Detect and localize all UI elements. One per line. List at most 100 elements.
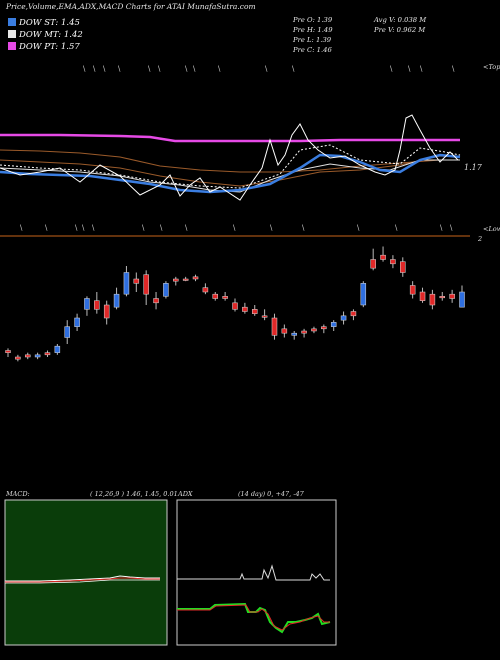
candle-body bbox=[5, 350, 11, 353]
svg-text:\: \ bbox=[270, 224, 273, 232]
macd-box bbox=[4, 499, 168, 646]
candle-body bbox=[390, 259, 396, 265]
candle bbox=[409, 281, 416, 299]
candle-body bbox=[153, 298, 159, 304]
svg-text:\: \ bbox=[218, 65, 221, 73]
candle bbox=[192, 274, 199, 282]
svg-text:\: \ bbox=[185, 65, 188, 73]
candle bbox=[173, 276, 179, 286]
lows-label: <Lows bbox=[483, 225, 500, 233]
candle-body bbox=[311, 328, 317, 332]
candle-body bbox=[439, 296, 446, 299]
svg-text:\: \ bbox=[292, 65, 295, 73]
candle-body bbox=[64, 326, 70, 338]
svg-text:\: \ bbox=[408, 65, 411, 73]
candle-body bbox=[301, 330, 307, 334]
candle-body bbox=[123, 272, 130, 295]
candle-body bbox=[143, 274, 149, 295]
adx-panel bbox=[176, 499, 337, 646]
dow-pt-label: DOW PT: 1.57 bbox=[19, 42, 80, 52]
svg-text:\: \ bbox=[450, 224, 453, 232]
macd-title: MACD: bbox=[6, 490, 30, 498]
candle bbox=[103, 300, 110, 325]
svg-text:\: \ bbox=[302, 224, 305, 232]
candle bbox=[350, 309, 357, 321]
candle-body bbox=[340, 315, 347, 321]
prev-close: Pre C: 1.46 bbox=[293, 46, 332, 54]
candle-body bbox=[271, 317, 278, 336]
candle-body bbox=[350, 311, 357, 317]
svg-text:\: \ bbox=[158, 65, 161, 73]
candle bbox=[143, 270, 149, 305]
candle bbox=[429, 289, 436, 310]
macd-params: ( 12,26,9 ) 1.46, 1.45, 0.01 bbox=[90, 490, 178, 498]
candle-body bbox=[54, 345, 61, 353]
adx-red bbox=[177, 604, 330, 631]
candle bbox=[84, 296, 90, 316]
candle bbox=[123, 266, 130, 297]
svg-text:\: \ bbox=[20, 224, 23, 232]
candle-body bbox=[251, 309, 258, 314]
svg-text:\: \ bbox=[395, 224, 398, 232]
candle bbox=[360, 281, 367, 308]
candle bbox=[380, 246, 386, 262]
prev-low: Pre L: 1.39 bbox=[293, 36, 332, 44]
candle-body bbox=[24, 354, 31, 358]
svg-text:\: \ bbox=[45, 224, 48, 232]
candle-body bbox=[202, 287, 209, 293]
candle-body bbox=[459, 291, 465, 308]
price-line bbox=[0, 114, 459, 201]
candle bbox=[34, 352, 41, 360]
macd-panel bbox=[4, 499, 168, 646]
candle-body bbox=[103, 304, 110, 319]
candle bbox=[74, 313, 80, 331]
candle-body bbox=[360, 283, 367, 306]
dow-mt-legend: DOW MT: 1.42 bbox=[8, 30, 83, 40]
candle-body bbox=[449, 293, 455, 299]
avg-volume: Avg V: 0.038 M bbox=[374, 16, 427, 24]
svg-text:\: \ bbox=[93, 65, 96, 73]
macd-histo bbox=[5, 579, 160, 584]
candle bbox=[439, 292, 446, 301]
svg-text:\: \ bbox=[357, 224, 360, 232]
svg-text:\: \ bbox=[103, 65, 106, 73]
candle bbox=[24, 352, 31, 360]
candle-body bbox=[15, 356, 21, 360]
svg-text:\: \ bbox=[75, 224, 78, 232]
prev-volume: Pre V: 0.962 M bbox=[374, 26, 426, 34]
prev-open: Pre O: 1.39 bbox=[293, 16, 333, 24]
candle-body bbox=[242, 306, 248, 312]
adx-box bbox=[176, 499, 337, 646]
candle bbox=[202, 283, 209, 295]
candle-body bbox=[44, 352, 51, 356]
candle-body bbox=[74, 317, 80, 327]
candle-body bbox=[163, 283, 169, 297]
candle bbox=[330, 320, 337, 331]
candle-body bbox=[212, 293, 219, 299]
candle-body bbox=[84, 298, 90, 310]
macd-signal bbox=[5, 577, 160, 583]
candle bbox=[242, 302, 248, 314]
candle bbox=[212, 292, 219, 301]
candle bbox=[94, 292, 100, 314]
adx-title: ADX bbox=[178, 490, 193, 498]
candle bbox=[15, 354, 21, 362]
candle bbox=[163, 281, 169, 299]
candle-body bbox=[281, 328, 288, 334]
candle bbox=[113, 287, 120, 310]
brown-ema-long bbox=[0, 149, 460, 173]
dow-st-swatch bbox=[8, 18, 16, 26]
candle bbox=[54, 344, 61, 355]
svg-text:\: \ bbox=[160, 224, 163, 232]
candle bbox=[301, 328, 307, 338]
two-label: 2 bbox=[478, 235, 483, 243]
dow-st-label: DOW ST: 1.45 bbox=[19, 18, 80, 28]
candle-body bbox=[261, 315, 268, 318]
candle-body bbox=[409, 285, 416, 295]
svg-text:\: \ bbox=[265, 65, 268, 73]
candle bbox=[5, 348, 11, 357]
macd-line bbox=[5, 575, 160, 582]
candle-body bbox=[330, 322, 337, 327]
dow-mt-swatch bbox=[8, 30, 16, 38]
candle-series bbox=[5, 246, 465, 362]
